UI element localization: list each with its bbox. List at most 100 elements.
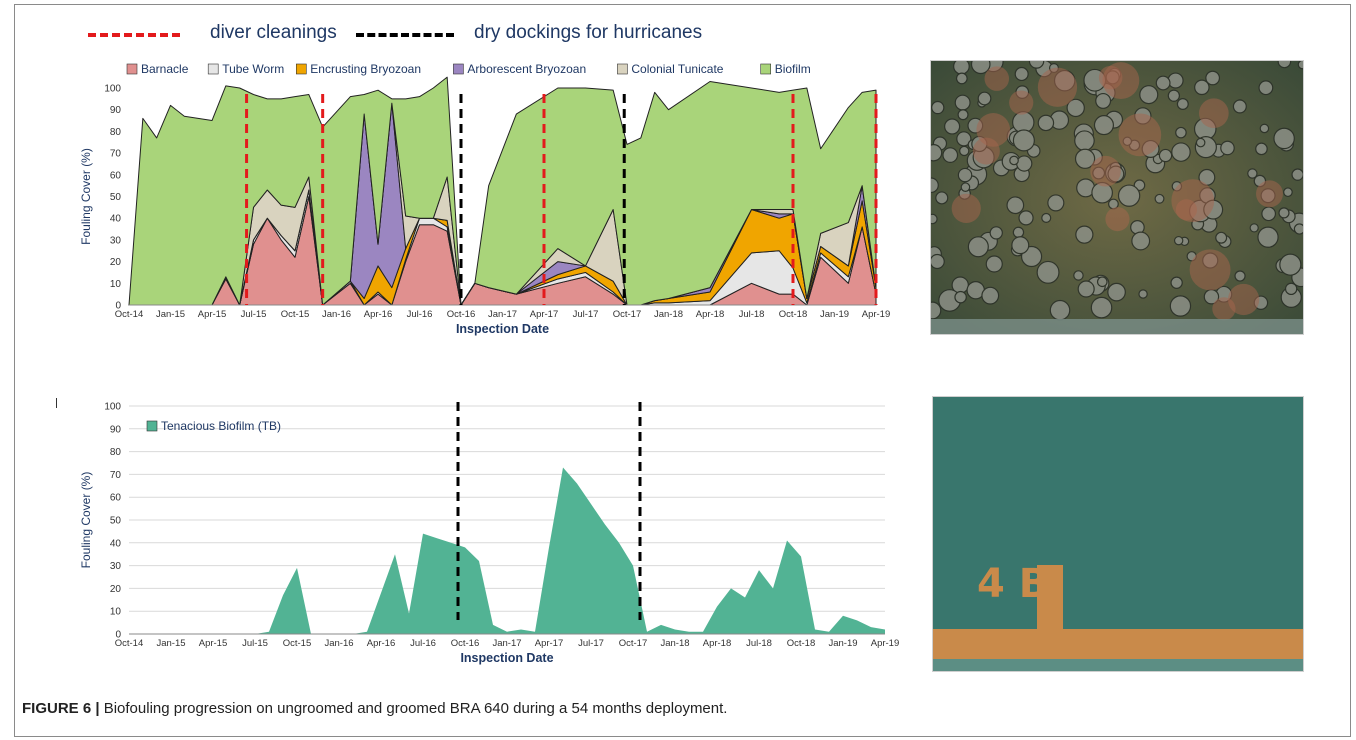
- y-axis-label: Fouling Cover (%): [79, 472, 93, 569]
- y-tick-label: 90: [110, 105, 122, 116]
- x-tick-label: Jul-17: [578, 638, 604, 649]
- barnacle-spot: [1073, 270, 1084, 281]
- barnacle-spot: [1015, 85, 1030, 100]
- figure-frame: [14, 4, 1351, 737]
- barnacle-spot: [954, 94, 971, 111]
- y-axis-label: Fouling Cover (%): [79, 148, 93, 245]
- barnacle-spot: [1095, 92, 1112, 109]
- x-tick-label: Apr-18: [696, 309, 725, 320]
- x-axis-label: Inspection Date: [456, 322, 549, 336]
- barnacle-spot: [1220, 140, 1235, 156]
- barnacle-spot: [1131, 231, 1151, 251]
- rust-patch: [1256, 180, 1283, 208]
- barnacle-spot: [1041, 212, 1052, 223]
- barnacle-spot: [1075, 225, 1094, 244]
- barnacle-spot: [1277, 61, 1292, 69]
- barnacle-spot: [1260, 188, 1276, 204]
- y-tick-label: 60: [110, 170, 122, 181]
- legend-label: Arborescent Bryozoan: [467, 62, 586, 76]
- barnacle-spot: [1134, 107, 1152, 125]
- barnacle-spot: [1048, 62, 1060, 74]
- x-tick-label: Oct-16: [451, 638, 480, 649]
- barnacle-spot: [1195, 137, 1206, 148]
- x-tick-label: Oct-18: [787, 638, 816, 649]
- barnacle-spot: [1170, 276, 1183, 289]
- figure-caption: FIGURE 6 | Biofouling progression on ung…: [22, 700, 727, 717]
- y-tick-label: 70: [110, 470, 122, 481]
- barnacle-spot: [967, 117, 984, 134]
- barnacle-spot: [981, 286, 1000, 305]
- barnacle-spot: [1074, 148, 1096, 169]
- legend-swatch: [146, 420, 158, 432]
- rust-patch: [1102, 62, 1140, 100]
- legend-label: Barnacle: [141, 62, 189, 76]
- barnacle-spot: [1167, 72, 1184, 89]
- rust-patch: [1009, 90, 1034, 115]
- barnacle-spot: [1037, 114, 1055, 132]
- barnacle-spot: [1096, 276, 1108, 288]
- barnacle-spot: [955, 72, 968, 85]
- barnacle-spot: [953, 61, 970, 75]
- barnacle-spot: [1158, 148, 1173, 163]
- barnacle-spot: [1284, 282, 1298, 296]
- x-tick-label: Jul-15: [241, 309, 267, 320]
- x-tick-label: Jan-15: [156, 638, 185, 649]
- x-tick-label: Oct-17: [613, 309, 642, 320]
- barnacle-spot: [1141, 139, 1160, 159]
- rust-patch: [1171, 179, 1215, 223]
- barnacle-spot: [931, 144, 943, 162]
- barnacle-spot: [1247, 168, 1258, 179]
- y-tick-label: 100: [104, 402, 121, 413]
- barnacle-spot: [1291, 168, 1303, 181]
- legend-diver-cleanings: diver cleanings: [210, 22, 337, 43]
- y-tick-label: 10: [110, 279, 122, 290]
- barnacle-spot: [1215, 231, 1228, 244]
- barnacle-spot: [1036, 260, 1060, 284]
- x-tick-label: Apr-19: [871, 638, 900, 649]
- barnacle-spot: [1009, 155, 1019, 166]
- ungroomed-panel-photo: [930, 60, 1304, 335]
- barnacle-spot: [1028, 61, 1045, 69]
- y-tick-label: 80: [110, 447, 122, 458]
- barnacle-spot: [1077, 280, 1095, 298]
- barnacle-spot: [1175, 126, 1187, 139]
- barnacle-spot: [1255, 142, 1268, 156]
- y-tick-label: 40: [110, 538, 122, 549]
- barnacle-spot: [1171, 181, 1183, 192]
- barnacle-spot: [931, 177, 939, 194]
- x-tick-label: Jul-18: [746, 638, 772, 649]
- x-tick-label: Jul-16: [407, 309, 433, 320]
- rust-patch: [1037, 67, 1078, 107]
- caption-text: Biofouling progression on ungroomed and …: [99, 700, 728, 717]
- caption-label: FIGURE 6 |: [22, 700, 100, 717]
- barnacle-spot: [1139, 85, 1159, 105]
- barnacle-spot: [1257, 226, 1279, 248]
- barnacle-spot: [957, 109, 969, 121]
- y-tick-label: 90: [110, 424, 122, 435]
- barnacle-spot: [1154, 193, 1165, 204]
- x-tick-label: Oct-17: [619, 638, 648, 649]
- x-tick-label: Apr-17: [535, 638, 564, 649]
- barnacle-spot: [1186, 251, 1197, 262]
- legend-dash-black: [356, 33, 454, 37]
- barnacle-spot: [1107, 282, 1126, 302]
- barnacle-spot: [960, 182, 971, 192]
- barnacle-spot: [1117, 184, 1141, 207]
- barnacle-spot: [1283, 187, 1293, 198]
- x-tick-label: Jan-17: [492, 638, 521, 649]
- y-tick-label: 20: [110, 584, 122, 595]
- rust-patch: [1175, 199, 1198, 221]
- barnacle-spot: [1232, 99, 1247, 114]
- barnacle-spot: [1258, 80, 1274, 96]
- x-tick-label: Jan-16: [324, 638, 353, 649]
- stray-tick-mark: [56, 398, 57, 408]
- x-tick-label: Jan-19: [828, 638, 857, 649]
- barnacle-spot: [985, 255, 1003, 273]
- barnacle-spot: [1167, 89, 1181, 102]
- x-tick-label: Jul-16: [410, 638, 436, 649]
- barnacle-spot: [1279, 253, 1302, 276]
- barnacle-spot: [944, 118, 961, 135]
- barnacle-spot: [1203, 199, 1224, 220]
- barnacle-spot: [959, 145, 970, 157]
- legend-swatch: [126, 63, 138, 75]
